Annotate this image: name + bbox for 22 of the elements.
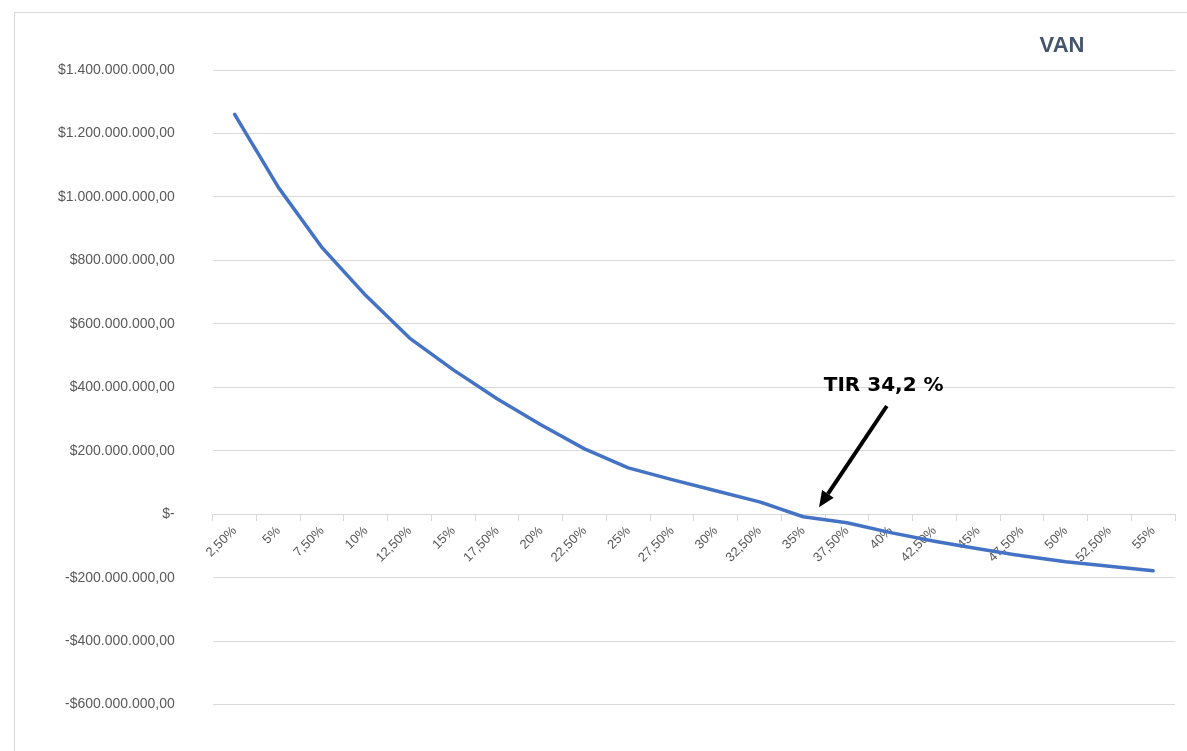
y-tick-label: $1.400.000.000,00: [58, 60, 175, 77]
y-tick-label: -$400.000.000,00: [65, 632, 175, 648]
x-tick-label: 25%: [603, 522, 634, 552]
x-tick-label: 5%: [259, 522, 284, 547]
chart-title: VAN: [1039, 32, 1085, 58]
y-tick-label: $400.000.000,00: [69, 378, 175, 395]
y-tick-label: $200.000.000,00: [69, 441, 175, 458]
x-tick-label: 15%: [428, 522, 459, 552]
x-tick-label: 35%: [778, 522, 809, 552]
x-tick-label: 55%: [1128, 522, 1159, 552]
y-tick-label: $800.000.000,00: [69, 251, 175, 268]
y-tick-label: $1.000.000.000,00: [58, 187, 175, 204]
y-tick-label: $600.000.000,00: [69, 314, 175, 331]
y-tick-label: -$600.000.000,00: [65, 695, 175, 712]
annotation: TIR 34,2 %: [823, 372, 944, 396]
y-tick-label: $1.200.000.000,00: [58, 124, 175, 141]
y-tick-label: $-: [162, 505, 176, 522]
y-tick-label: -$200.000.000,00: [65, 568, 175, 585]
x-tick-label: 30%: [691, 522, 721, 552]
x-tick-label: 50%: [1041, 522, 1071, 552]
x-tick-label: 20%: [516, 522, 546, 552]
x-tick-label: 10%: [341, 522, 371, 552]
